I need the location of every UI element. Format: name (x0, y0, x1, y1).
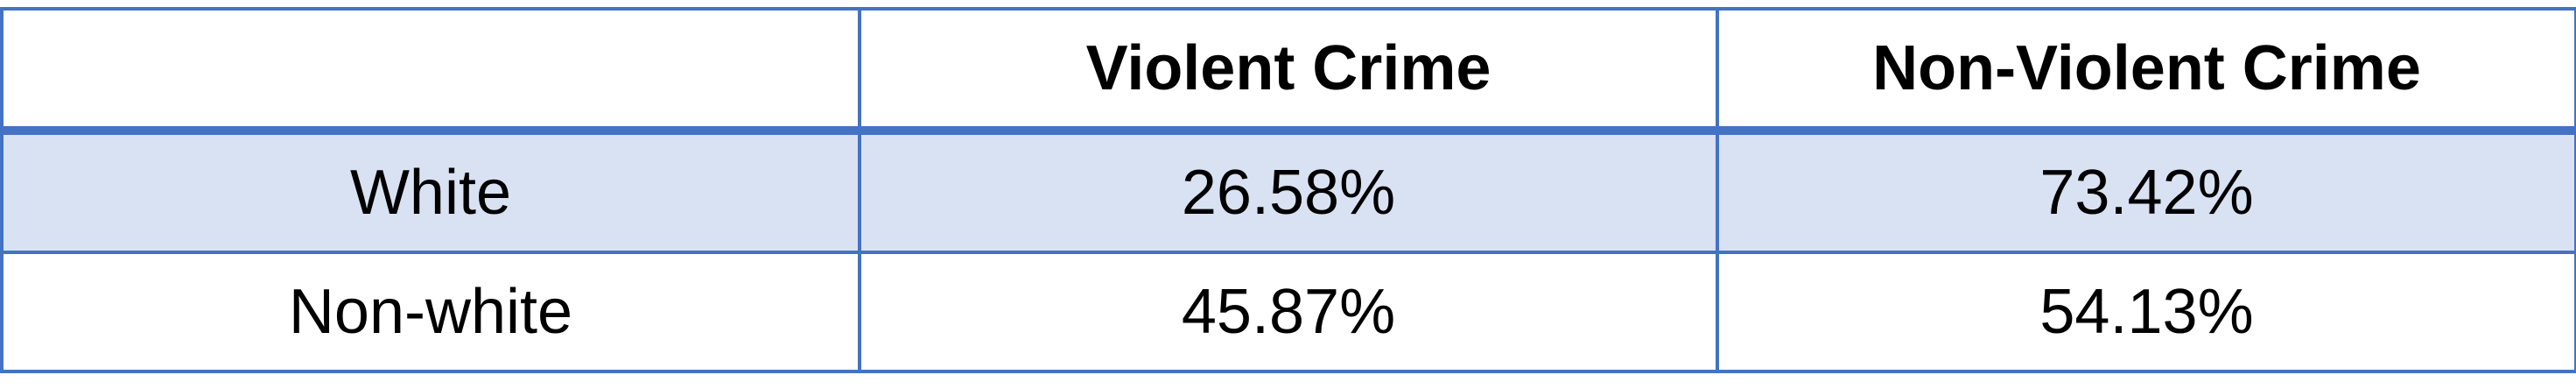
header-row: Violent Crime Non-Violent Crime (0, 7, 2576, 135)
table-row: White 26.58% 73.42% (0, 129, 2576, 254)
cell-white-non-violent: 73.42% (1716, 129, 2576, 254)
cell-non-white-non-violent: 54.13% (1716, 251, 2576, 373)
row-label-non-white: Non-white (0, 251, 861, 373)
header-corner-cell (0, 7, 861, 135)
cell-non-white-violent: 45.87% (858, 251, 1719, 373)
crime-rate-table: Violent Crime Non-Violent Crime White 26… (0, 7, 2576, 373)
table-row: Non-white 45.87% 54.13% (0, 251, 2576, 373)
row-label-white: White (0, 129, 861, 254)
cell-white-violent: 26.58% (858, 129, 1719, 254)
header-non-violent-crime: Non-Violent Crime (1716, 7, 2576, 135)
header-violent-crime: Violent Crime (858, 7, 1719, 135)
